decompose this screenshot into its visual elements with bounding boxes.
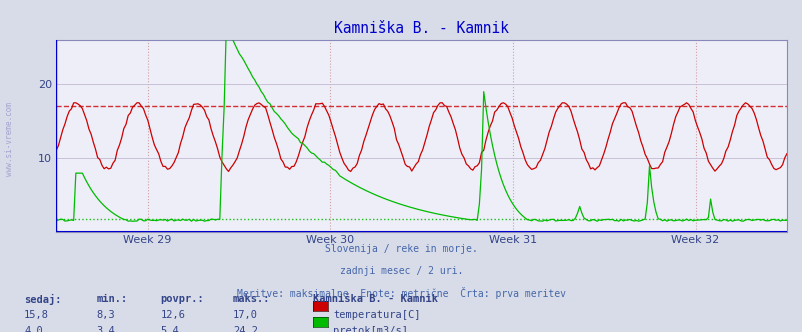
Text: www.si-vreme.com: www.si-vreme.com [5, 103, 14, 176]
Text: 12,6: 12,6 [160, 310, 185, 320]
Text: 15,8: 15,8 [24, 310, 49, 320]
Text: pretok[m3/s]: pretok[m3/s] [333, 326, 407, 332]
Text: 3,4: 3,4 [96, 326, 115, 332]
Text: temperatura[C]: temperatura[C] [333, 310, 420, 320]
Text: zadnji mesec / 2 uri.: zadnji mesec / 2 uri. [339, 266, 463, 276]
Text: 4,0: 4,0 [24, 326, 43, 332]
Text: Slovenija / reke in morje.: Slovenija / reke in morje. [325, 244, 477, 254]
Text: Meritve: maksimalne  Enote: metrične  Črta: prva meritev: Meritve: maksimalne Enote: metrične Črta… [237, 287, 565, 299]
Text: sedaj:: sedaj: [24, 294, 62, 305]
Title: Kamniška B. - Kamnik: Kamniška B. - Kamnik [334, 21, 508, 36]
Text: 5,4: 5,4 [160, 326, 179, 332]
Text: 24,2: 24,2 [233, 326, 257, 332]
Text: 8,3: 8,3 [96, 310, 115, 320]
Text: min.:: min.: [96, 294, 128, 304]
Text: povpr.:: povpr.: [160, 294, 204, 304]
Text: Kamniška B. - Kamnik: Kamniška B. - Kamnik [313, 294, 438, 304]
Text: maks.:: maks.: [233, 294, 270, 304]
Text: 17,0: 17,0 [233, 310, 257, 320]
